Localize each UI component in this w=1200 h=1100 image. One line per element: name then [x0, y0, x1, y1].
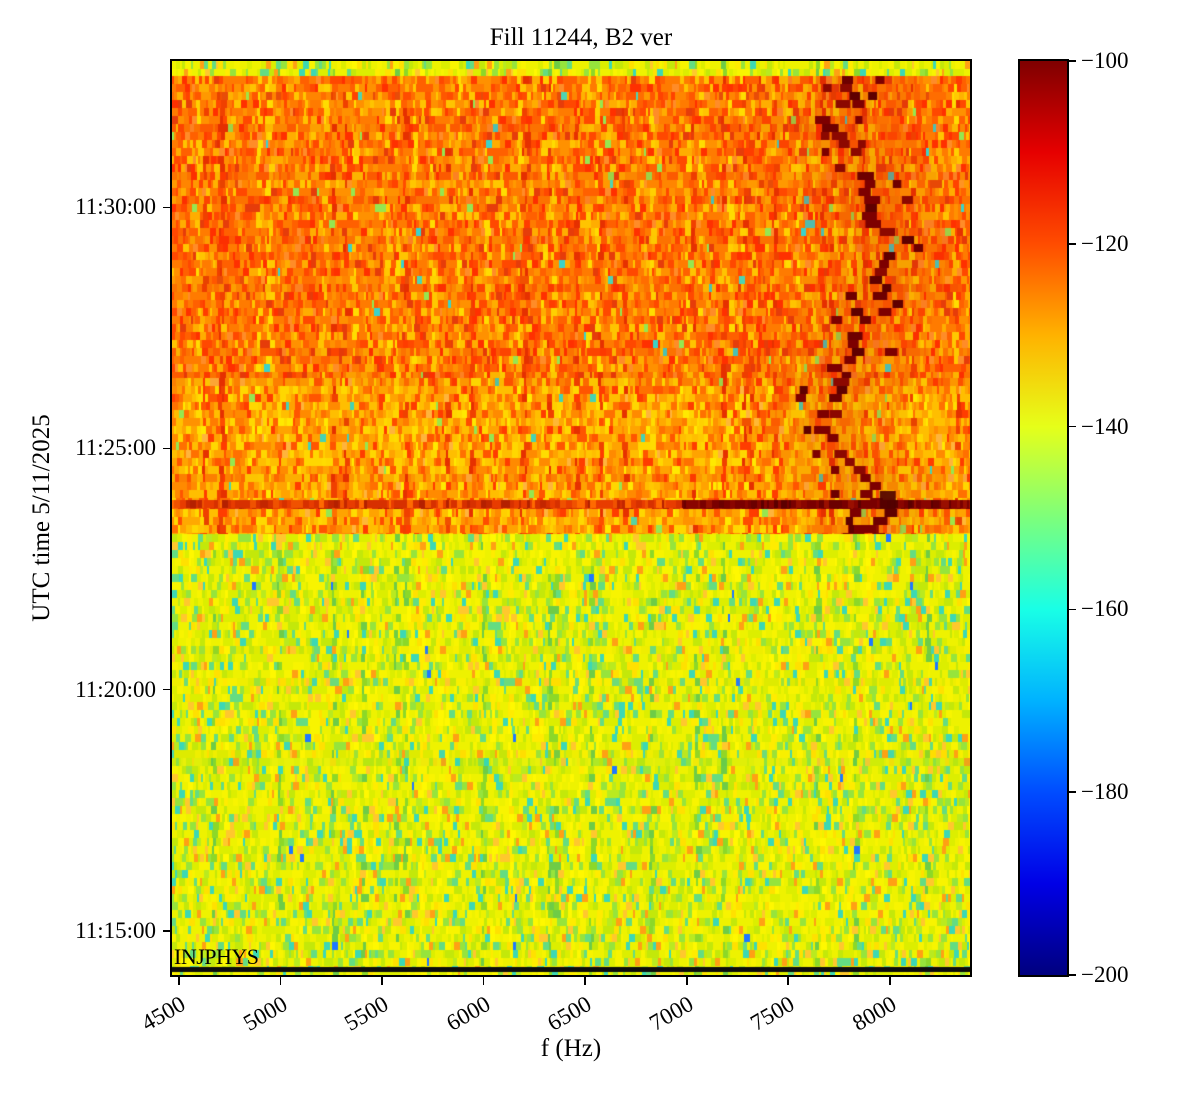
y-tick-label: 11:25:00 — [75, 435, 156, 461]
x-tick-mark — [178, 977, 180, 985]
x-tick-label-text: 5500 — [340, 991, 393, 1036]
plot-area — [170, 59, 972, 977]
colorbar-gradient — [1020, 61, 1067, 975]
colorbar-tick-mark — [1069, 791, 1076, 793]
x-tick-mark — [584, 977, 586, 985]
colorbar-tick-label: −200 — [1081, 962, 1129, 987]
x-tick-mark — [685, 977, 688, 985]
colorbar-tick-mark — [1069, 974, 1076, 976]
y-tick-label: 11:30:00 — [75, 194, 156, 220]
x-tick-mark — [482, 977, 485, 985]
y-tick-mark — [163, 447, 171, 450]
colorbar-tick-label: −180 — [1081, 779, 1129, 805]
colorbar-tick-label: −160 — [1081, 596, 1129, 622]
x-tick-mark — [888, 977, 891, 985]
spectrogram-canvas — [172, 61, 970, 975]
x-axis-label: f (Hz) — [540, 1035, 602, 1062]
y-tick-mark — [163, 929, 171, 932]
colorbar-tick-label: −120 — [1081, 230, 1129, 256]
y-tick-mark — [163, 688, 171, 691]
x-tick-label-text: 5000 — [238, 991, 292, 1036]
colorbar-tick-mark — [1069, 243, 1076, 245]
y-tick-label: 11:15:00 — [75, 917, 156, 943]
colorbar-tick-mark — [1069, 425, 1076, 428]
injphys-annotation: INJPHYS — [174, 944, 259, 969]
colorbar-tick-label: −140 — [1081, 413, 1129, 439]
x-tick-label-text: 4500 — [137, 991, 190, 1036]
x-tick-mark — [279, 977, 282, 985]
colorbar-tick-label: −100 — [1081, 48, 1129, 73]
x-tick-label-text: 6500 — [543, 991, 596, 1036]
x-tick-label-text: 8000 — [847, 991, 901, 1036]
chart-title: Fill 11244, B2 ver — [489, 24, 673, 51]
colorbar-tick-mark — [1069, 608, 1076, 611]
x-tick-label-text: 7500 — [746, 991, 799, 1036]
y-tick-label: 11:20:00 — [75, 676, 156, 702]
x-tick-label-text: 6000 — [441, 991, 495, 1036]
x-tick-label-text: 7000 — [644, 991, 698, 1036]
x-tick-mark — [787, 977, 790, 985]
colorbar-tick-mark — [1069, 60, 1076, 62]
x-tick-mark — [381, 977, 383, 985]
colorbar — [1018, 59, 1069, 977]
y-tick-mark — [163, 206, 171, 209]
